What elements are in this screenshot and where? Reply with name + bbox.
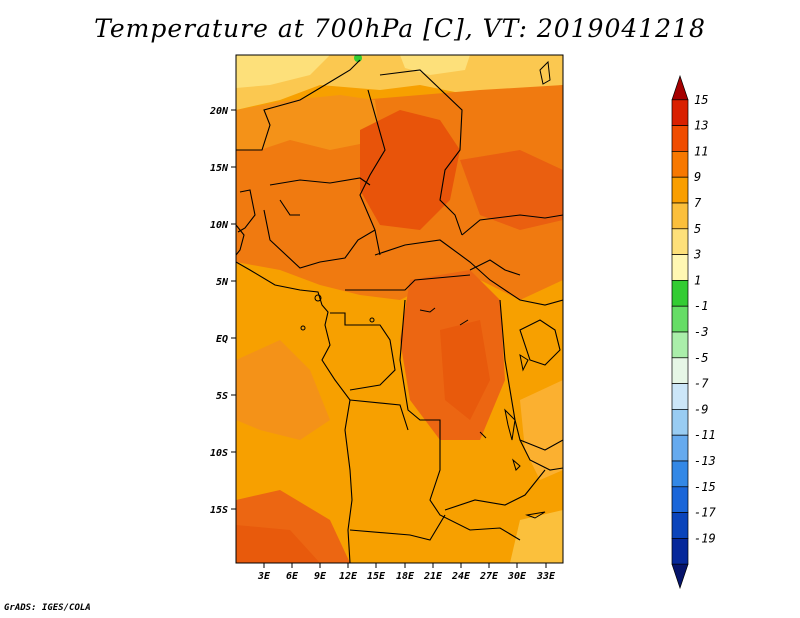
colorbar-label: 9: [694, 170, 701, 184]
colorbar-top-arrow: [671, 74, 689, 101]
country-borders: [236, 59, 563, 563]
colorbar-segment: [671, 460, 689, 488]
lon-label: 9E: [314, 571, 327, 582]
colorbar-label: -1: [694, 299, 708, 313]
colorbar-label: -17: [694, 506, 716, 520]
lat-label: EQ: [216, 334, 228, 345]
lon-label: 6E: [286, 571, 299, 582]
lon-label: 18E: [396, 571, 415, 582]
colorbar-segment: [671, 254, 689, 281]
colorbar-segment: [671, 383, 689, 410]
colorbar-label: -3: [694, 325, 708, 339]
lat-label: 5S: [216, 391, 228, 402]
lon-label: 3E: [257, 571, 271, 582]
colorbar-segment: [671, 280, 689, 307]
chart-title: Temperature at 700hPa [C], VT: 201904121…: [94, 14, 706, 43]
colorbar-label: 13: [694, 119, 708, 133]
colorbar-label: -9: [694, 402, 708, 416]
colorbar-segment: [671, 357, 689, 384]
lat-label: 10N: [210, 220, 229, 231]
colorbar-segment: [671, 512, 689, 539]
lat-label: 15S: [210, 505, 228, 516]
longitude-axis: [263, 563, 547, 568]
colorbar-segment: [671, 176, 689, 204]
lat-label: 15N: [210, 163, 229, 174]
lon-label: 30E: [507, 571, 527, 582]
map-frame: [235, 54, 564, 564]
colorbar: [671, 74, 689, 590]
lon-label: 33E: [536, 571, 556, 582]
lon-label: 12E: [339, 571, 358, 582]
colorbar-label: 15: [694, 93, 708, 107]
grads-credit: GrADS: IGES/COLA: [4, 603, 91, 613]
temperature-field: [236, 55, 563, 563]
colorbar-segment: [671, 538, 689, 565]
colorbar-label: 11: [694, 144, 708, 158]
lakes-and-islands: [300, 60, 551, 519]
latitude-axis: [231, 109, 236, 510]
lon-label: 15E: [367, 571, 386, 582]
colorbar-label: -13: [694, 454, 716, 468]
colorbar-label: -19: [694, 531, 716, 545]
colorbar-segment: [671, 99, 689, 126]
lon-label: 27E: [479, 571, 499, 582]
colorbar-bottom-arrow: [671, 563, 689, 590]
colorbar-label: -5: [694, 351, 708, 365]
colorbar-label: -7: [694, 377, 709, 391]
colorbar-label: 3: [693, 248, 701, 262]
colorbar-segment: [671, 202, 689, 230]
colorbar-label: 5: [694, 222, 701, 236]
lon-label: 24E: [451, 571, 471, 582]
colorbar-labels: 15 13 11 9 7 5 3 1 -1 -3 -5 -7 -9 -11 -13 -15 -17 -19: [693, 93, 716, 546]
colorbar-label: 7: [694, 196, 702, 210]
colorbar-segment: [671, 409, 689, 436]
colorbar-segment: [671, 331, 689, 359]
lon-label: 21E: [423, 571, 443, 582]
lat-label: 20N: [209, 106, 229, 117]
colorbar-segment: [671, 151, 689, 178]
colorbar-segment: [671, 486, 689, 513]
colorbar-segment: [671, 305, 689, 333]
colorbar-segment: [671, 228, 689, 255]
colorbar-segment: [671, 125, 689, 152]
colorbar-label: 1: [694, 273, 701, 287]
colorbar-label: -11: [694, 428, 716, 442]
lat-label: 5N: [216, 277, 229, 288]
colorbar-label: -15: [694, 480, 716, 494]
lat-label: 10S: [210, 448, 228, 459]
colorbar-segment: [671, 434, 689, 462]
